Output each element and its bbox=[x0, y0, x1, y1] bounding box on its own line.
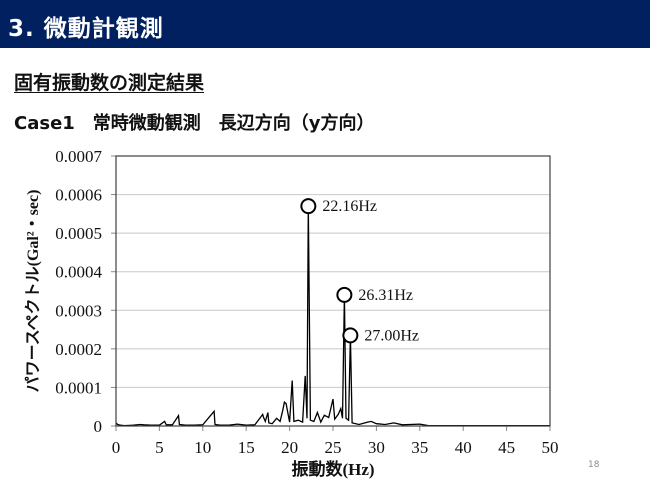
x-tick-label: 40 bbox=[455, 438, 472, 457]
x-tick-label: 5 bbox=[155, 438, 164, 457]
slide-title: 3. 微動計観測 bbox=[8, 16, 164, 42]
y-tick-label: 0.0006 bbox=[55, 186, 102, 205]
header-bar: 3. 微動計観測 bbox=[0, 0, 650, 48]
peak-label: 27.00Hz bbox=[364, 327, 419, 344]
y-tick-label: 0 bbox=[94, 417, 103, 436]
y-tick-label: 0.0003 bbox=[55, 301, 102, 320]
x-tick-label: 10 bbox=[194, 438, 211, 457]
gridlines bbox=[116, 194, 550, 388]
x-axis-ticks: 0 5 10 15 20 25 30 35 40 45 50 bbox=[112, 426, 559, 457]
plot-frame bbox=[115, 155, 551, 427]
page-number: 18 bbox=[588, 460, 600, 470]
x-tick-label: 0 bbox=[112, 438, 121, 457]
y-tick-label: 0.0005 bbox=[55, 224, 102, 243]
peak-marker bbox=[342, 327, 359, 344]
peak-marker bbox=[300, 198, 317, 215]
x-axis-label: 振動数(Hz) bbox=[291, 459, 374, 479]
y-axis-ticks: 0 0.0001 0.0002 0.0003 0.0004 0.0005 0.0006 0.0… bbox=[55, 147, 116, 436]
peak-label: 26.31Hz bbox=[358, 287, 413, 304]
section-title: 固有振動数の測定結果 bbox=[14, 72, 205, 94]
case-title: Case1 常時微動観測 長辺方向（y方向） bbox=[14, 113, 375, 134]
peak-marker bbox=[336, 286, 353, 303]
x-tick-label: 25 bbox=[325, 438, 342, 457]
power-spectrum-chart: 0 0.0001 0.0002 0.0003 0.0004 0.0005 0.0006 0.0… bbox=[24, 147, 559, 479]
y-tick-label: 0.0001 bbox=[55, 378, 102, 397]
x-tick-label: 30 bbox=[368, 438, 385, 457]
x-tick-label: 50 bbox=[542, 438, 559, 457]
x-tick-label: 45 bbox=[498, 438, 515, 457]
peak-label: 22.16Hz bbox=[322, 198, 377, 215]
y-axis-label: パワースペクトル(Gal²・sec) bbox=[24, 190, 42, 393]
spectrum-line bbox=[115, 206, 550, 427]
x-tick-label: 15 bbox=[238, 438, 255, 457]
peak-annotations: 22.16Hz 26.31Hz 27.00Hz bbox=[300, 198, 419, 344]
y-tick-label: 0.0007 bbox=[55, 147, 102, 166]
x-tick-label: 35 bbox=[411, 438, 428, 457]
y-tick-label: 0.0002 bbox=[55, 340, 102, 359]
x-tick-label: 20 bbox=[281, 438, 298, 457]
y-tick-label: 0.0004 bbox=[55, 263, 102, 282]
